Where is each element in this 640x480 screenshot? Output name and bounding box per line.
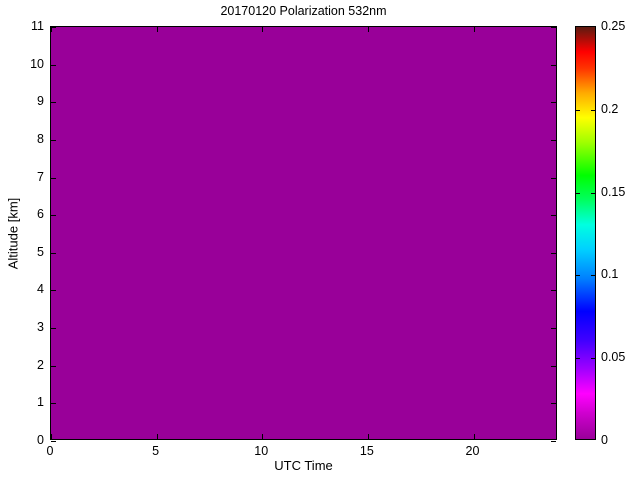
y-tick-right xyxy=(551,177,556,179)
colorbar-tick-left xyxy=(576,275,580,277)
x-tick-label: 0 xyxy=(46,444,54,458)
y-tick-label: 8 xyxy=(37,131,44,146)
y-tick-right xyxy=(551,252,556,254)
page-title: 20170120 Polarization 532nm xyxy=(220,4,387,18)
x-tick xyxy=(367,434,369,439)
y-tick xyxy=(51,139,56,141)
heatmap-data-field xyxy=(51,27,556,439)
y-tick-label: 5 xyxy=(37,244,44,259)
colorbar-tick-left xyxy=(576,109,580,111)
y-axis-label: Altitude [km] xyxy=(5,197,21,270)
y-tick-label: 4 xyxy=(37,282,44,297)
y-tick-label: 2 xyxy=(37,357,44,372)
colorbar-gradient xyxy=(576,27,595,439)
y-tick-label: 6 xyxy=(37,207,44,222)
y-tick xyxy=(51,177,56,179)
y-tick-right xyxy=(551,102,556,104)
y-tick-right xyxy=(551,27,556,28)
colorbar-tick xyxy=(591,275,595,277)
y-tick-label: 9 xyxy=(37,94,44,109)
x-tick-top xyxy=(51,27,52,32)
y-tick xyxy=(51,27,56,28)
x-tick-label: 10 xyxy=(254,444,269,458)
x-tick-top xyxy=(367,27,369,32)
colorbar-tick xyxy=(591,192,595,194)
y-tick xyxy=(51,403,56,405)
x-tick-label: 15 xyxy=(359,444,374,458)
colorbar-tick-label: 0.25 xyxy=(601,19,626,33)
y-tick xyxy=(51,252,56,254)
y-tick xyxy=(51,365,56,367)
y-tick-label: 3 xyxy=(37,320,44,335)
y-tick-right xyxy=(551,403,556,405)
y-tick-label: 1 xyxy=(37,395,44,410)
y-tick-label: 10 xyxy=(30,56,44,71)
colorbar-tick-label: 0.15 xyxy=(601,184,626,199)
y-tick-right xyxy=(551,215,556,217)
colorbar-tick xyxy=(591,358,595,360)
x-tick-label: 5 xyxy=(152,444,160,458)
y-tick-right xyxy=(551,365,556,367)
y-tick-right xyxy=(551,290,556,292)
colorbar-tick-label: 0 xyxy=(601,433,608,447)
y-tick xyxy=(51,290,56,292)
y-tick-right xyxy=(551,64,556,66)
colorbar-tick-label: 0.05 xyxy=(601,350,626,365)
colorbar-tick xyxy=(591,109,595,111)
colorbar-tick-label: 0.1 xyxy=(601,267,619,282)
y-tick xyxy=(51,64,56,66)
y-tick-label: 0 xyxy=(37,433,44,447)
x-tick xyxy=(473,434,475,439)
x-tick xyxy=(156,434,158,439)
x-tick xyxy=(262,434,264,439)
y-tick-label: 11 xyxy=(31,19,44,33)
x-tick-top xyxy=(262,27,264,32)
y-tick xyxy=(51,215,56,217)
x-tick-top xyxy=(156,27,158,32)
x-tick xyxy=(51,434,52,439)
y-tick-right xyxy=(551,139,556,141)
y-tick-right xyxy=(551,328,556,330)
colorbar-tick-left xyxy=(576,358,580,360)
colorbar-tick-left xyxy=(576,192,580,194)
y-tick xyxy=(51,102,56,104)
colorbar xyxy=(575,26,596,440)
y-tick-label: 7 xyxy=(37,169,44,184)
x-tick-label: 20 xyxy=(465,444,480,458)
y-tick xyxy=(51,441,56,442)
plot-axes xyxy=(50,26,557,442)
y-tick xyxy=(51,328,56,330)
colorbar-tick-label: 0.2 xyxy=(601,101,619,116)
y-tick-right xyxy=(551,441,556,442)
x-tick-top xyxy=(473,27,475,32)
x-axis-label: UTC Time xyxy=(274,458,333,473)
